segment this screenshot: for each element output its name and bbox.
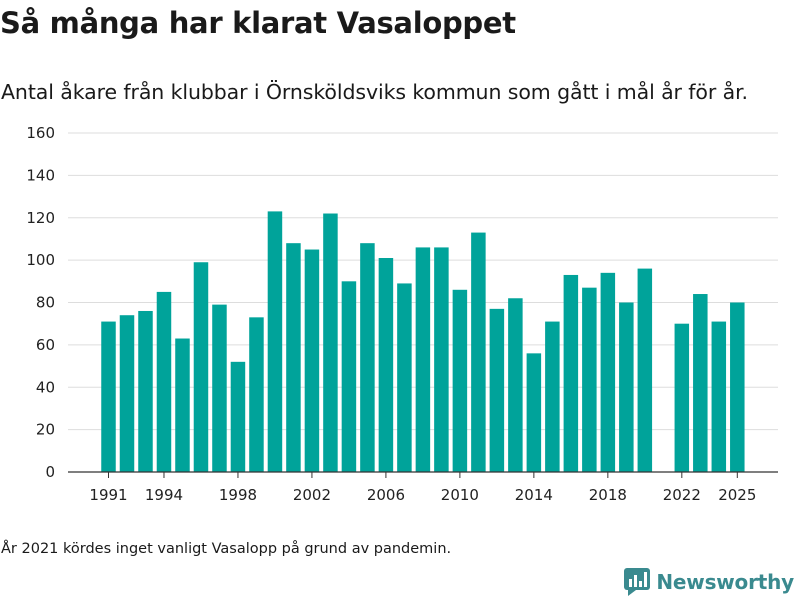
y-axis-ticks: 0 20 40 60 80 100 120 140 160 [26, 124, 55, 481]
newsworthy-logo-icon [624, 568, 651, 596]
brand-logo[interactable]: Newsworthy [624, 568, 794, 596]
bar-1991 [101, 321, 116, 472]
bar-2022 [674, 323, 690, 472]
bar-1998 [230, 361, 246, 472]
bar-2015 [545, 321, 560, 472]
bar-chart: 0 20 40 60 80 100 120 140 160 1991 1994 1998 2002 20… [26, 124, 778, 504]
x-tick-label: 2014 [515, 486, 553, 504]
bar-2008 [415, 247, 431, 472]
x-tick-label: 2025 [718, 486, 756, 504]
bar-2001 [286, 243, 301, 472]
y-tick-label: 100 [26, 251, 55, 269]
bar-2000 [267, 211, 283, 473]
bar-2016 [563, 274, 579, 472]
bar-2006 [378, 258, 394, 472]
bar-2024 [711, 321, 727, 472]
y-tick-label: 80 [36, 294, 55, 312]
bar-2023 [693, 294, 708, 472]
bar-2019 [619, 302, 634, 472]
y-tick-label: 20 [36, 421, 55, 439]
y-tick-label: 40 [36, 378, 55, 396]
bar-2007 [397, 283, 412, 472]
bar-2009 [434, 247, 449, 472]
bar-2025 [730, 302, 745, 472]
y-tick-label: 120 [26, 209, 55, 227]
x-axis-ticks: 1991 1994 1998 2002 2006 2010 2014 2018 2022 2025 [89, 472, 756, 504]
bar-2013 [508, 298, 523, 472]
bar-1995 [175, 338, 190, 472]
x-tick-label: 2002 [293, 486, 331, 504]
x-tick-label: 2006 [367, 486, 405, 504]
y-tick-label: 160 [26, 124, 55, 142]
footnote: År 2021 kördes inget vanligt Vasalopp på… [1, 541, 452, 557]
bar-1992 [119, 315, 135, 472]
bars [101, 211, 745, 473]
y-tick-label: 0 [45, 463, 55, 481]
bar-2010 [452, 289, 468, 472]
bar-2020 [637, 268, 653, 472]
brand-name: Newsworthy [656, 570, 794, 594]
x-tick-label: 2022 [663, 486, 701, 504]
bar-2005 [360, 243, 375, 472]
bar-2018 [600, 272, 616, 472]
chart-title: Så många har klarat Vasaloppet [0, 6, 516, 40]
x-tick-label: 2010 [441, 486, 479, 504]
x-tick-label: 1991 [89, 486, 127, 504]
x-tick-label: 1998 [219, 486, 257, 504]
y-tick-label: 140 [26, 166, 55, 184]
bar-2003 [323, 213, 338, 472]
x-tick-label: 1994 [145, 486, 183, 504]
chart-subtitle: Antal åkare från klubbar i Örnsköldsviks… [1, 80, 748, 104]
bar-2017 [582, 287, 597, 472]
bar-1999 [249, 317, 264, 472]
x-tick-label: 2018 [589, 486, 627, 504]
bar-2002 [304, 249, 320, 472]
bar-2004 [341, 281, 357, 472]
bar-2014 [526, 353, 542, 472]
bar-1993 [138, 310, 153, 472]
bar-2011 [471, 232, 486, 472]
bar-1997 [212, 304, 227, 472]
bar-1996 [193, 262, 209, 472]
bar-2012 [489, 308, 505, 472]
bar-1994 [156, 291, 172, 472]
y-tick-label: 60 [36, 336, 55, 354]
